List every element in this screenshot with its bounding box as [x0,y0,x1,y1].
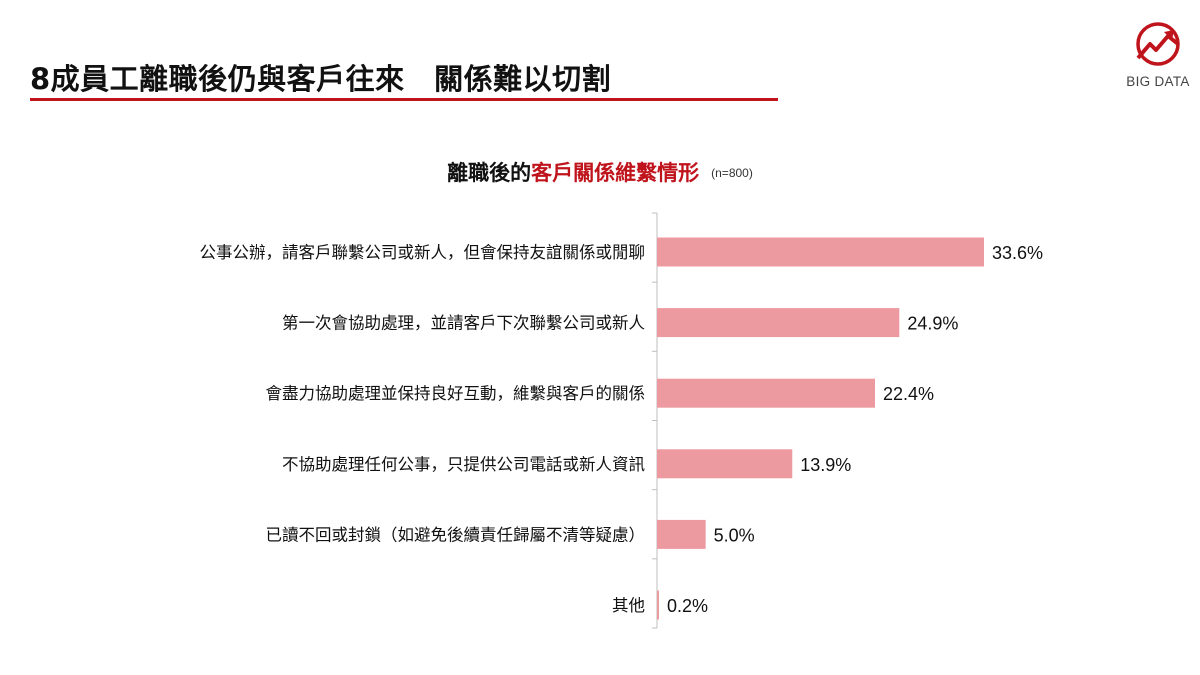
slide-title: 8成員工離職後仍與客戶往來 關係難以切割 [30,62,612,96]
category-label: 會盡力協助處理並保持良好互動，維繫與客戶的關係 [266,384,646,403]
category-label: 公事公辦，請客戶聯繫公司或新人，但會保持友誼關係或閒聊 [200,243,646,262]
logo-text: BIG DATA [1126,74,1190,89]
category-label: 其他 [612,596,645,615]
bar [657,519,706,549]
data-label: 33.6% [992,243,1043,263]
bar [657,237,984,267]
bar [657,590,659,620]
bar [657,449,793,479]
title-underline [30,98,778,101]
chart-heading: 離職後的客戶關係維繫情形 (n=800) [0,157,1200,187]
category-label: 不協助處理任何公事，只提供公司電話或新人資訊 [282,455,645,474]
big-data-logo: BIG DATA [1122,18,1194,98]
bar [657,308,900,338]
category-label: 已讀不回或封鎖（如避免後續責任歸屬不清等疑慮） [266,525,646,544]
big-data-logo-icon [1136,22,1180,66]
bar [657,378,875,408]
chart-heading-part1: 離職後的 [447,161,532,185]
chart-heading-part2: 客戶關係維繫情形 [531,161,700,185]
data-label: 13.9% [800,455,851,475]
data-label: 5.0% [714,525,755,545]
category-label: 第一次會協助處理，並請客戶下次聯繫公司或新人 [282,314,645,333]
data-label: 24.9% [907,314,958,334]
sample-size-label: (n=800) [711,166,753,180]
data-label: 22.4% [883,384,934,404]
data-label: 0.2% [667,596,708,616]
